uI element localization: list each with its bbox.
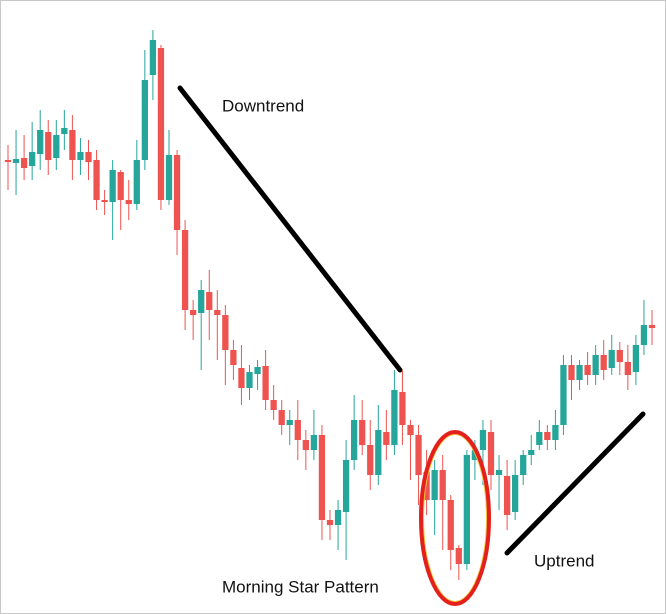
candle-body <box>568 365 575 380</box>
candle-body <box>141 80 148 160</box>
candle-body <box>302 440 309 450</box>
candle-body <box>624 362 631 375</box>
candle-body <box>592 355 599 375</box>
candle-body <box>4 160 12 162</box>
candle-body <box>520 455 527 475</box>
candle-body <box>181 230 189 310</box>
candle-body <box>109 170 116 202</box>
downtrend-line <box>177 85 403 373</box>
candles <box>4 30 656 580</box>
candle-body <box>439 470 446 500</box>
candle-body <box>93 160 100 200</box>
candle-body <box>77 152 84 160</box>
candle-body <box>254 367 261 374</box>
candle-body <box>206 292 213 310</box>
candle-body <box>351 420 358 460</box>
highlight-ellipse <box>419 430 491 606</box>
candle-body <box>101 200 108 202</box>
candle-body <box>270 400 277 410</box>
candle-body <box>342 460 350 512</box>
candle-body <box>125 200 132 204</box>
candle-body <box>375 430 382 475</box>
candle-body <box>399 392 406 425</box>
candle-body <box>149 40 157 75</box>
candle-body <box>503 476 511 515</box>
candle-body <box>326 520 334 525</box>
candle-body <box>230 350 237 365</box>
candle-body <box>600 355 607 370</box>
candle-body <box>190 310 197 315</box>
candle-body <box>214 310 221 315</box>
annotation: Morning Star Pattern <box>222 577 379 596</box>
candle-body <box>294 420 301 440</box>
candle-body <box>479 430 487 450</box>
candle-body <box>632 345 640 372</box>
candle-body <box>310 435 318 450</box>
candle-body <box>334 510 342 525</box>
candle-body <box>576 365 583 380</box>
candle-body <box>222 315 229 350</box>
candle-body <box>37 130 44 154</box>
uptrend-line <box>504 411 646 556</box>
candle-body <box>29 152 36 166</box>
candle-body <box>85 152 92 162</box>
candle-body <box>165 155 173 200</box>
candle-body <box>173 155 181 230</box>
candle-body <box>415 435 422 475</box>
annotation: Downtrend <box>222 96 304 115</box>
annotation: Uptrend <box>534 551 594 570</box>
candle-body <box>117 172 124 200</box>
candle-body <box>544 432 551 440</box>
candle-body <box>423 472 430 500</box>
candle-body <box>383 432 390 445</box>
candle-body <box>45 132 52 160</box>
candle-body <box>157 48 165 200</box>
candle-body <box>447 500 454 550</box>
candle-body <box>536 432 543 445</box>
candle-body <box>69 130 76 160</box>
candle-body <box>286 420 293 425</box>
candle-body <box>61 128 68 134</box>
candle-body <box>584 365 591 375</box>
candle-body <box>648 325 656 328</box>
candle-body <box>560 365 567 425</box>
candle-body <box>495 470 503 475</box>
candle-body <box>20 158 28 168</box>
candle-body <box>133 160 140 204</box>
candle-body <box>552 425 559 440</box>
candle-body <box>512 475 519 512</box>
candle-body <box>407 425 414 435</box>
candle-body <box>455 548 462 564</box>
candle-body <box>391 390 398 445</box>
candle-body <box>246 372 253 388</box>
candle-body <box>367 445 374 475</box>
candle-body <box>278 410 285 425</box>
candle-body <box>318 435 326 520</box>
candle-body <box>53 135 60 158</box>
candle-body <box>198 290 205 313</box>
candle-body <box>463 455 470 564</box>
candle-body <box>616 350 623 362</box>
candle-body <box>12 159 20 163</box>
candle-body <box>640 325 648 345</box>
candle-body <box>608 350 615 368</box>
candle-body <box>471 450 479 460</box>
candle-body <box>262 366 269 400</box>
candle-body <box>359 420 366 445</box>
candle-body <box>487 432 495 475</box>
candle-body <box>528 450 535 455</box>
candle-body <box>238 368 245 388</box>
candle-body <box>431 470 438 500</box>
